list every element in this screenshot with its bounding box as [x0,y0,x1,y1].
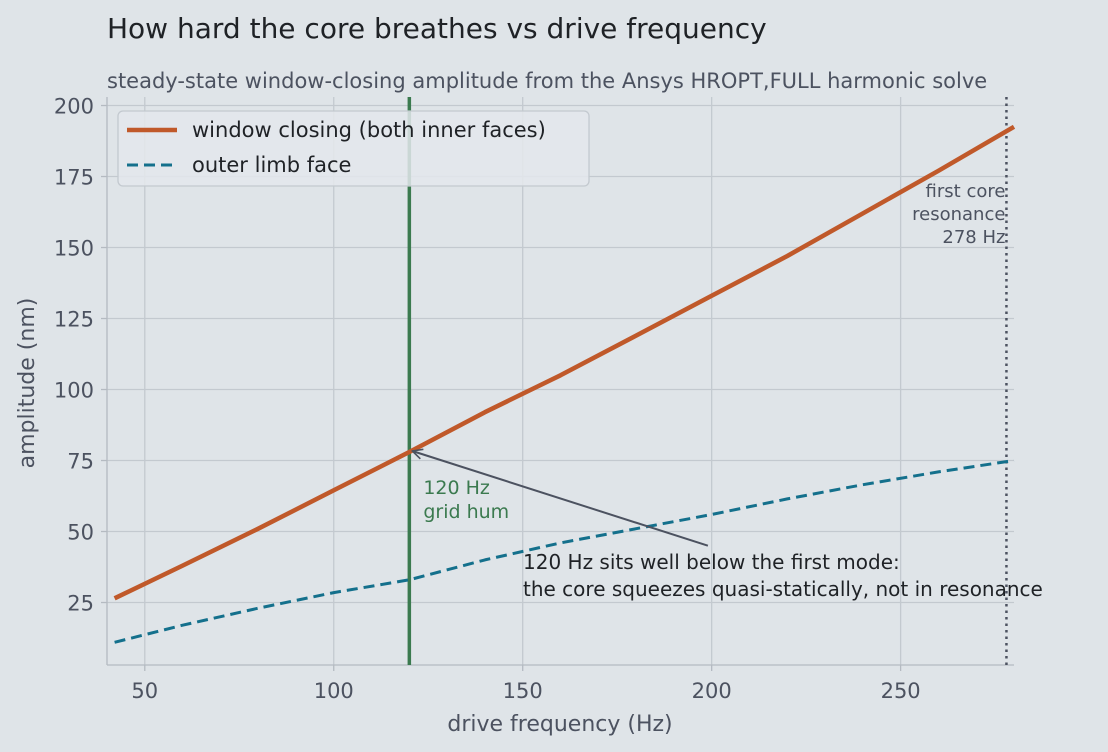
series-line-window-closing [113,124,1016,601]
y-tick-label: 125 [54,308,94,332]
chart-subtitle: steady-state window-closing amplitude fr… [107,69,987,93]
plot-area: 50 100 150 200 250 25 50 75 100 125 150 175 200 120 H… [54,95,1043,703]
x-tick-label: 50 [131,679,158,703]
x-tick-label: 200 [692,679,732,703]
annotation-text: 120 Hz sits well below the first mode: th… [523,550,1043,601]
legend: window closing (both inner faces) outer l… [117,110,590,187]
x-tick-label: 250 [881,679,921,703]
legend-label: outer limb face [192,153,351,177]
grid-hum-label: 120 Hz grid hum [423,477,509,523]
legend-box [117,110,590,187]
legend-label: window closing (both inner faces) [192,118,546,142]
y-tick-label: 175 [54,166,94,190]
y-tick-label: 100 [54,379,94,403]
chart-title: How hard the core breathes vs drive freq… [107,12,767,45]
resonance-label: first core resonance 278 Hz [912,181,1005,248]
y-tick-label: 150 [54,237,94,261]
y-tick-label: 50 [67,521,94,545]
y-tick-label: 75 [67,450,94,474]
x-axis-label: drive frequency (Hz) [447,712,672,737]
y-tick-label: 200 [54,95,94,119]
annotation-arrow [412,451,709,547]
y-tick-label: 25 [67,592,94,616]
y-axis-label: amplitude (nm) [15,298,40,469]
x-tick-label: 150 [503,679,543,703]
x-tick-label: 100 [314,679,354,703]
